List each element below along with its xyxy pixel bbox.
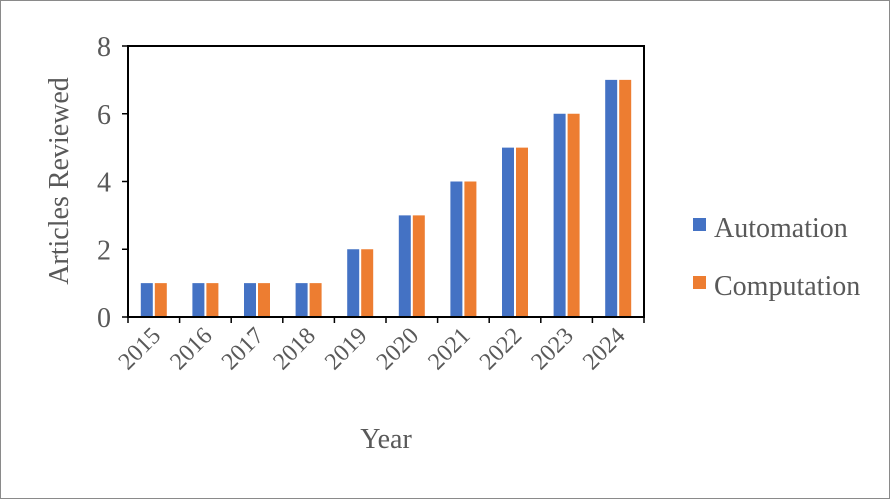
- bar-automation-2016: [192, 283, 205, 317]
- y-tick-label: 6: [97, 100, 111, 131]
- legend-swatch-automation: [693, 218, 706, 231]
- x-tick-label: 2019: [320, 323, 372, 375]
- bar-computation-2024: [619, 79, 632, 317]
- axes-layer: [122, 45, 645, 323]
- bar-automation-2021: [450, 181, 463, 317]
- y-axis-label: Articles Reviewed: [44, 77, 75, 285]
- bar-automation-2019: [347, 249, 360, 317]
- plot-border: [127, 45, 645, 318]
- bar-computation-2020: [412, 215, 425, 317]
- bar-computation-2022: [516, 147, 528, 317]
- bar-automation-2022: [502, 147, 514, 317]
- bar-computation-2015: [154, 283, 167, 317]
- bar-computation-2021: [464, 181, 477, 317]
- x-tick-label: 2022: [475, 323, 527, 375]
- x-tick-label: 2023: [527, 323, 579, 375]
- bar-automation-2015: [140, 283, 153, 317]
- bar-automation-2024: [605, 79, 618, 317]
- x-tick-label: 2020: [372, 323, 424, 375]
- x-tick-label: 2017: [217, 323, 269, 375]
- y-tick-label: 2: [97, 235, 111, 266]
- bar-automation-2017: [244, 283, 256, 317]
- bar-computation-2019: [361, 249, 374, 317]
- bar-computation-2017: [258, 283, 270, 317]
- bar-computation-2018: [309, 283, 322, 317]
- bars-layer: [140, 79, 632, 317]
- x-tick-label: 2015: [114, 323, 166, 375]
- legend-label-automation: Automation: [714, 213, 848, 244]
- legend-label-computation: Computation: [714, 271, 860, 302]
- bar-automation-2023: [553, 113, 566, 317]
- bar-automation-2018: [295, 283, 308, 317]
- y-tick-label: 4: [97, 168, 111, 199]
- x-tick-label: 2024: [578, 323, 630, 375]
- bar-automation-2020: [398, 215, 411, 317]
- y-tick-label: 8: [97, 32, 111, 63]
- y-tick-label: 0: [97, 303, 111, 334]
- legend-swatch-computation: [693, 276, 706, 289]
- x-axis-label: Year: [360, 424, 412, 455]
- x-tick-label: 2021: [423, 323, 475, 375]
- bar-computation-2016: [206, 283, 219, 317]
- bar-computation-2023: [567, 113, 580, 317]
- legend: Automation Computation: [693, 213, 860, 302]
- x-tick-label: 2016: [165, 323, 217, 375]
- x-tick-label: 2018: [269, 323, 321, 375]
